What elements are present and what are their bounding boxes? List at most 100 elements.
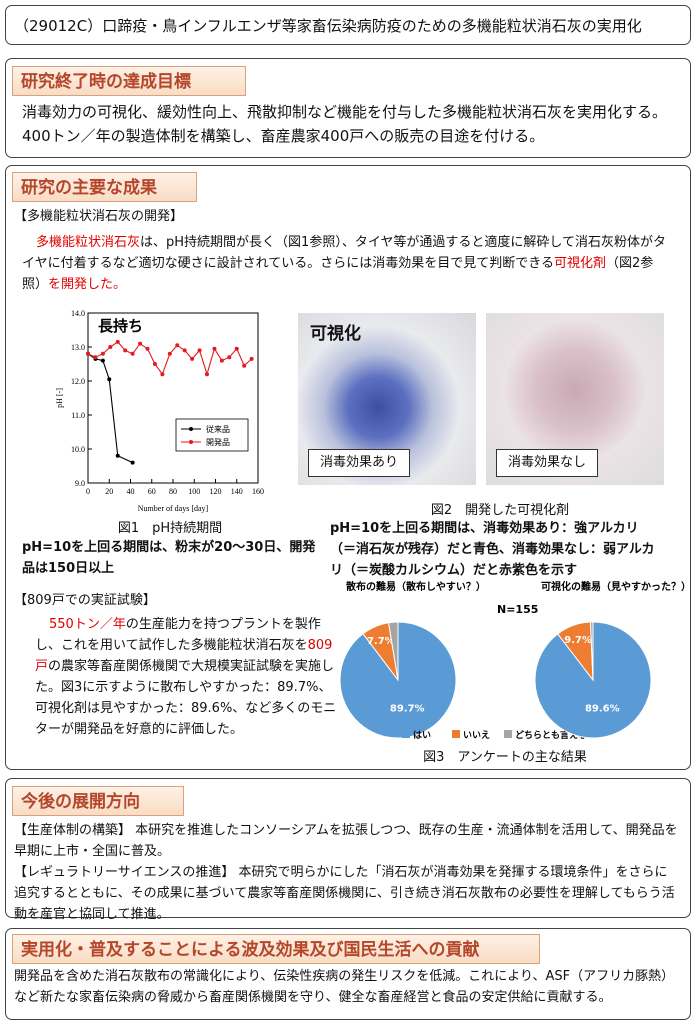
legend-label: はい: [413, 730, 431, 741]
item-label: 【レギュラトリーサイエンスの推進】: [14, 865, 235, 880]
legend-label: 開発品: [206, 438, 230, 447]
data-point: [182, 348, 187, 353]
legend-marker: [189, 440, 193, 444]
data-label: 9.7%: [564, 635, 592, 646]
x-tick-label: 60: [148, 487, 156, 496]
impact-text: 開発品を含めた消石灰散布の常識化により、伝染性疾病の発生リスクを低減。これにより…: [14, 969, 675, 1005]
emphasis: 809戸: [35, 638, 333, 674]
pie-title: 可視化の難易（見やすかった？）: [541, 580, 691, 593]
data-point: [212, 346, 217, 351]
section-heading: 研究終了時の達成目標: [12, 66, 246, 96]
x-tick-label: 100: [188, 487, 200, 496]
paragraph: 550トン／年の生産能力を持つプラントを製作し、これを用いて試作した多機能粒状消…: [35, 614, 340, 740]
data-point: [249, 356, 254, 361]
data-point: [115, 453, 120, 458]
figure-note: pH=10を上回る期間は、粉末が20～30日、開発品は150日以上: [22, 540, 316, 576]
photo: 消毒効果なし: [486, 313, 664, 485]
photo-title: 可視化: [310, 324, 361, 344]
x-tick-label: 20: [105, 487, 113, 496]
data-point: [130, 460, 135, 465]
data-point: [108, 345, 113, 349]
plot-frame: [87, 312, 259, 484]
series-line: [87, 353, 133, 464]
data-point: [167, 351, 172, 356]
legend-swatch: [504, 730, 512, 738]
goal-text: 消毒効力の可視化、緩効性向上、飛散抑制など機能を付与した多機能粒状消石灰を実用化…: [22, 103, 668, 145]
data-label: 89.6%: [585, 703, 620, 714]
item: 【生産体制の構築】 本研究を推進したコンソーシアムを拡張しつつ、既存の生産・流通…: [14, 820, 679, 862]
figure-caption: 図3 アンケートの主な結果: [423, 750, 587, 765]
data-label: 7.7%: [367, 636, 395, 647]
data-point: [93, 355, 98, 360]
legend-box: [175, 418, 249, 452]
emphasis: 550トン／年: [49, 617, 126, 632]
data-point: [234, 346, 239, 351]
sub-heading: 【809戸での実証試験】: [14, 593, 156, 608]
data-point: [175, 343, 180, 348]
legend-label: いいえ: [463, 730, 490, 741]
photo-label: 消毒効果あり: [308, 449, 410, 477]
x-tick-label: 80: [169, 487, 177, 496]
outlook-box: [5, 778, 691, 918]
y-tick-label: 13.0: [71, 343, 85, 352]
data-point: [145, 346, 150, 351]
emphasis: 可視化剤: [553, 256, 606, 271]
data-point: [100, 351, 105, 356]
annotation: N=155: [497, 603, 538, 616]
pie-slice: [589, 621, 594, 681]
data-point: [242, 363, 247, 368]
impact-box: [5, 928, 691, 1020]
x-tick-label: 120: [210, 487, 222, 496]
y-tick-label: 12.0: [71, 377, 85, 386]
item-text: 本研究を推進したコンソーシアムを拡張しつつ、既存の生産・流通体制を活用して、開発…: [14, 823, 678, 859]
y-tick-label: 11.0: [71, 411, 85, 420]
text-run: の生産能力を持つプラントを製作し、これを用いて試作した多機能粒状消石灰を: [35, 617, 321, 653]
data-point: [205, 372, 209, 377]
data-point: [115, 339, 120, 344]
legend-marker: [189, 427, 193, 431]
y-tick-label: 14.0: [71, 309, 85, 318]
emphasis: を開発した。: [48, 277, 127, 292]
data-point: [86, 351, 90, 356]
data-point: [227, 355, 232, 360]
y-axis-label: pH [-]: [55, 388, 64, 408]
pie-title: 散布の難易（散布しやすい？）: [346, 580, 486, 593]
legend-swatch: [402, 730, 410, 738]
sub-heading: 【多機能粒状消石灰の開発】: [14, 209, 184, 224]
data-point: [138, 341, 143, 346]
title-box: （29012C）口蹄疫・鳥インフルエンザ等家畜伝染病防疫のための多機能粒状消石灰…: [5, 5, 691, 45]
annotation: 長持ち: [98, 317, 143, 335]
text-run: の農家等畜産関係機関で大規模実証試験を実施した。図3に示すように散布しやすかった…: [35, 659, 337, 737]
data-point: [152, 362, 157, 366]
figure-note: pH=10を上回る期間は、消毒効果あり：強アルカリ（＝消石灰が残存）だと青色、消…: [330, 521, 655, 578]
section-heading: 研究の主要な成果: [12, 172, 197, 202]
page-title: （29012C）口蹄疫・鳥インフルエンザ等家畜伝染病防疫のための多機能粒状消石灰…: [14, 17, 642, 35]
photo: 可視化 消毒効果あり: [298, 313, 476, 485]
item-label: 【生産体制の構築】: [14, 823, 132, 838]
pie-slice: [387, 621, 399, 681]
results-box: [5, 165, 691, 770]
item-text: 本研究で明らかにした「消石灰が消毒効果を発揮する環境条件」をさらに追究するととも…: [14, 865, 675, 922]
data-point: [219, 358, 224, 363]
data-point: [107, 377, 112, 382]
data-label: 89.7%: [390, 703, 425, 714]
goal-box: [5, 58, 691, 158]
section-heading: 今後の展開方向: [12, 786, 184, 816]
data-point: [123, 348, 128, 353]
emphasis: 多機能粒状消石灰: [36, 235, 141, 250]
data-point: [100, 358, 105, 363]
y-tick-label: 9.0: [75, 479, 85, 488]
item: 【レギュラトリーサイエンスの推進】 本研究で明らかにした「消石灰が消毒効果を発揮…: [14, 862, 679, 925]
section-heading: 実用化・普及することによる波及効果及び国民生活への貢献: [12, 934, 540, 964]
text-run: （図2参照）: [22, 256, 654, 292]
paragraph: 多機能粒状消石灰は、pH持続期間が長く（図1参照）、タイヤ等が通過すると適度に解…: [22, 232, 672, 295]
x-tick-label: 0: [86, 487, 90, 496]
legend-label: 従来品: [206, 424, 230, 434]
x-tick-label: 160: [252, 487, 264, 496]
data-point: [160, 372, 165, 377]
x-tick-label: 40: [127, 487, 135, 496]
data-point: [197, 348, 202, 353]
series-line: [87, 341, 252, 377]
